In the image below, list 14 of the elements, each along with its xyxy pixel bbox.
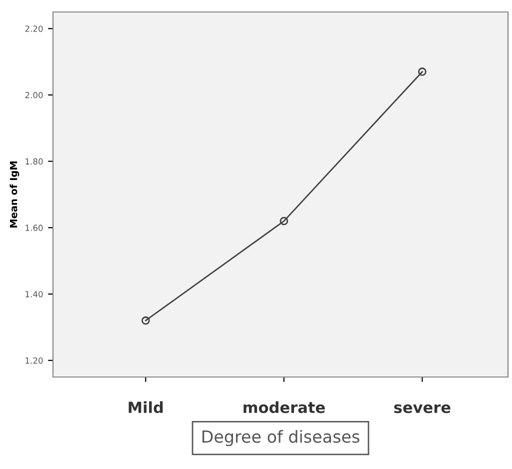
y-tick-label: 2.20 (25, 26, 43, 32)
x-axis-title: Degree of diseases (202, 430, 360, 446)
y-tick-label: 1.60 (26, 224, 43, 231)
y-axis-title: Mean of IgM (10, 162, 20, 228)
point (418, 68, 426, 76)
point (141, 316, 150, 325)
y-tick-label: 1.80 (26, 158, 43, 165)
x-tick-label: moderate (244, 401, 325, 414)
y-tick-label: 2.00 (25, 92, 43, 98)
y-tick-label: 1.20 (26, 357, 43, 364)
y-tick-label: 1.40 (26, 291, 43, 298)
x-tick-label: Mild (128, 401, 163, 414)
point (280, 216, 288, 226)
x-tick-label: severe (394, 404, 450, 414)
